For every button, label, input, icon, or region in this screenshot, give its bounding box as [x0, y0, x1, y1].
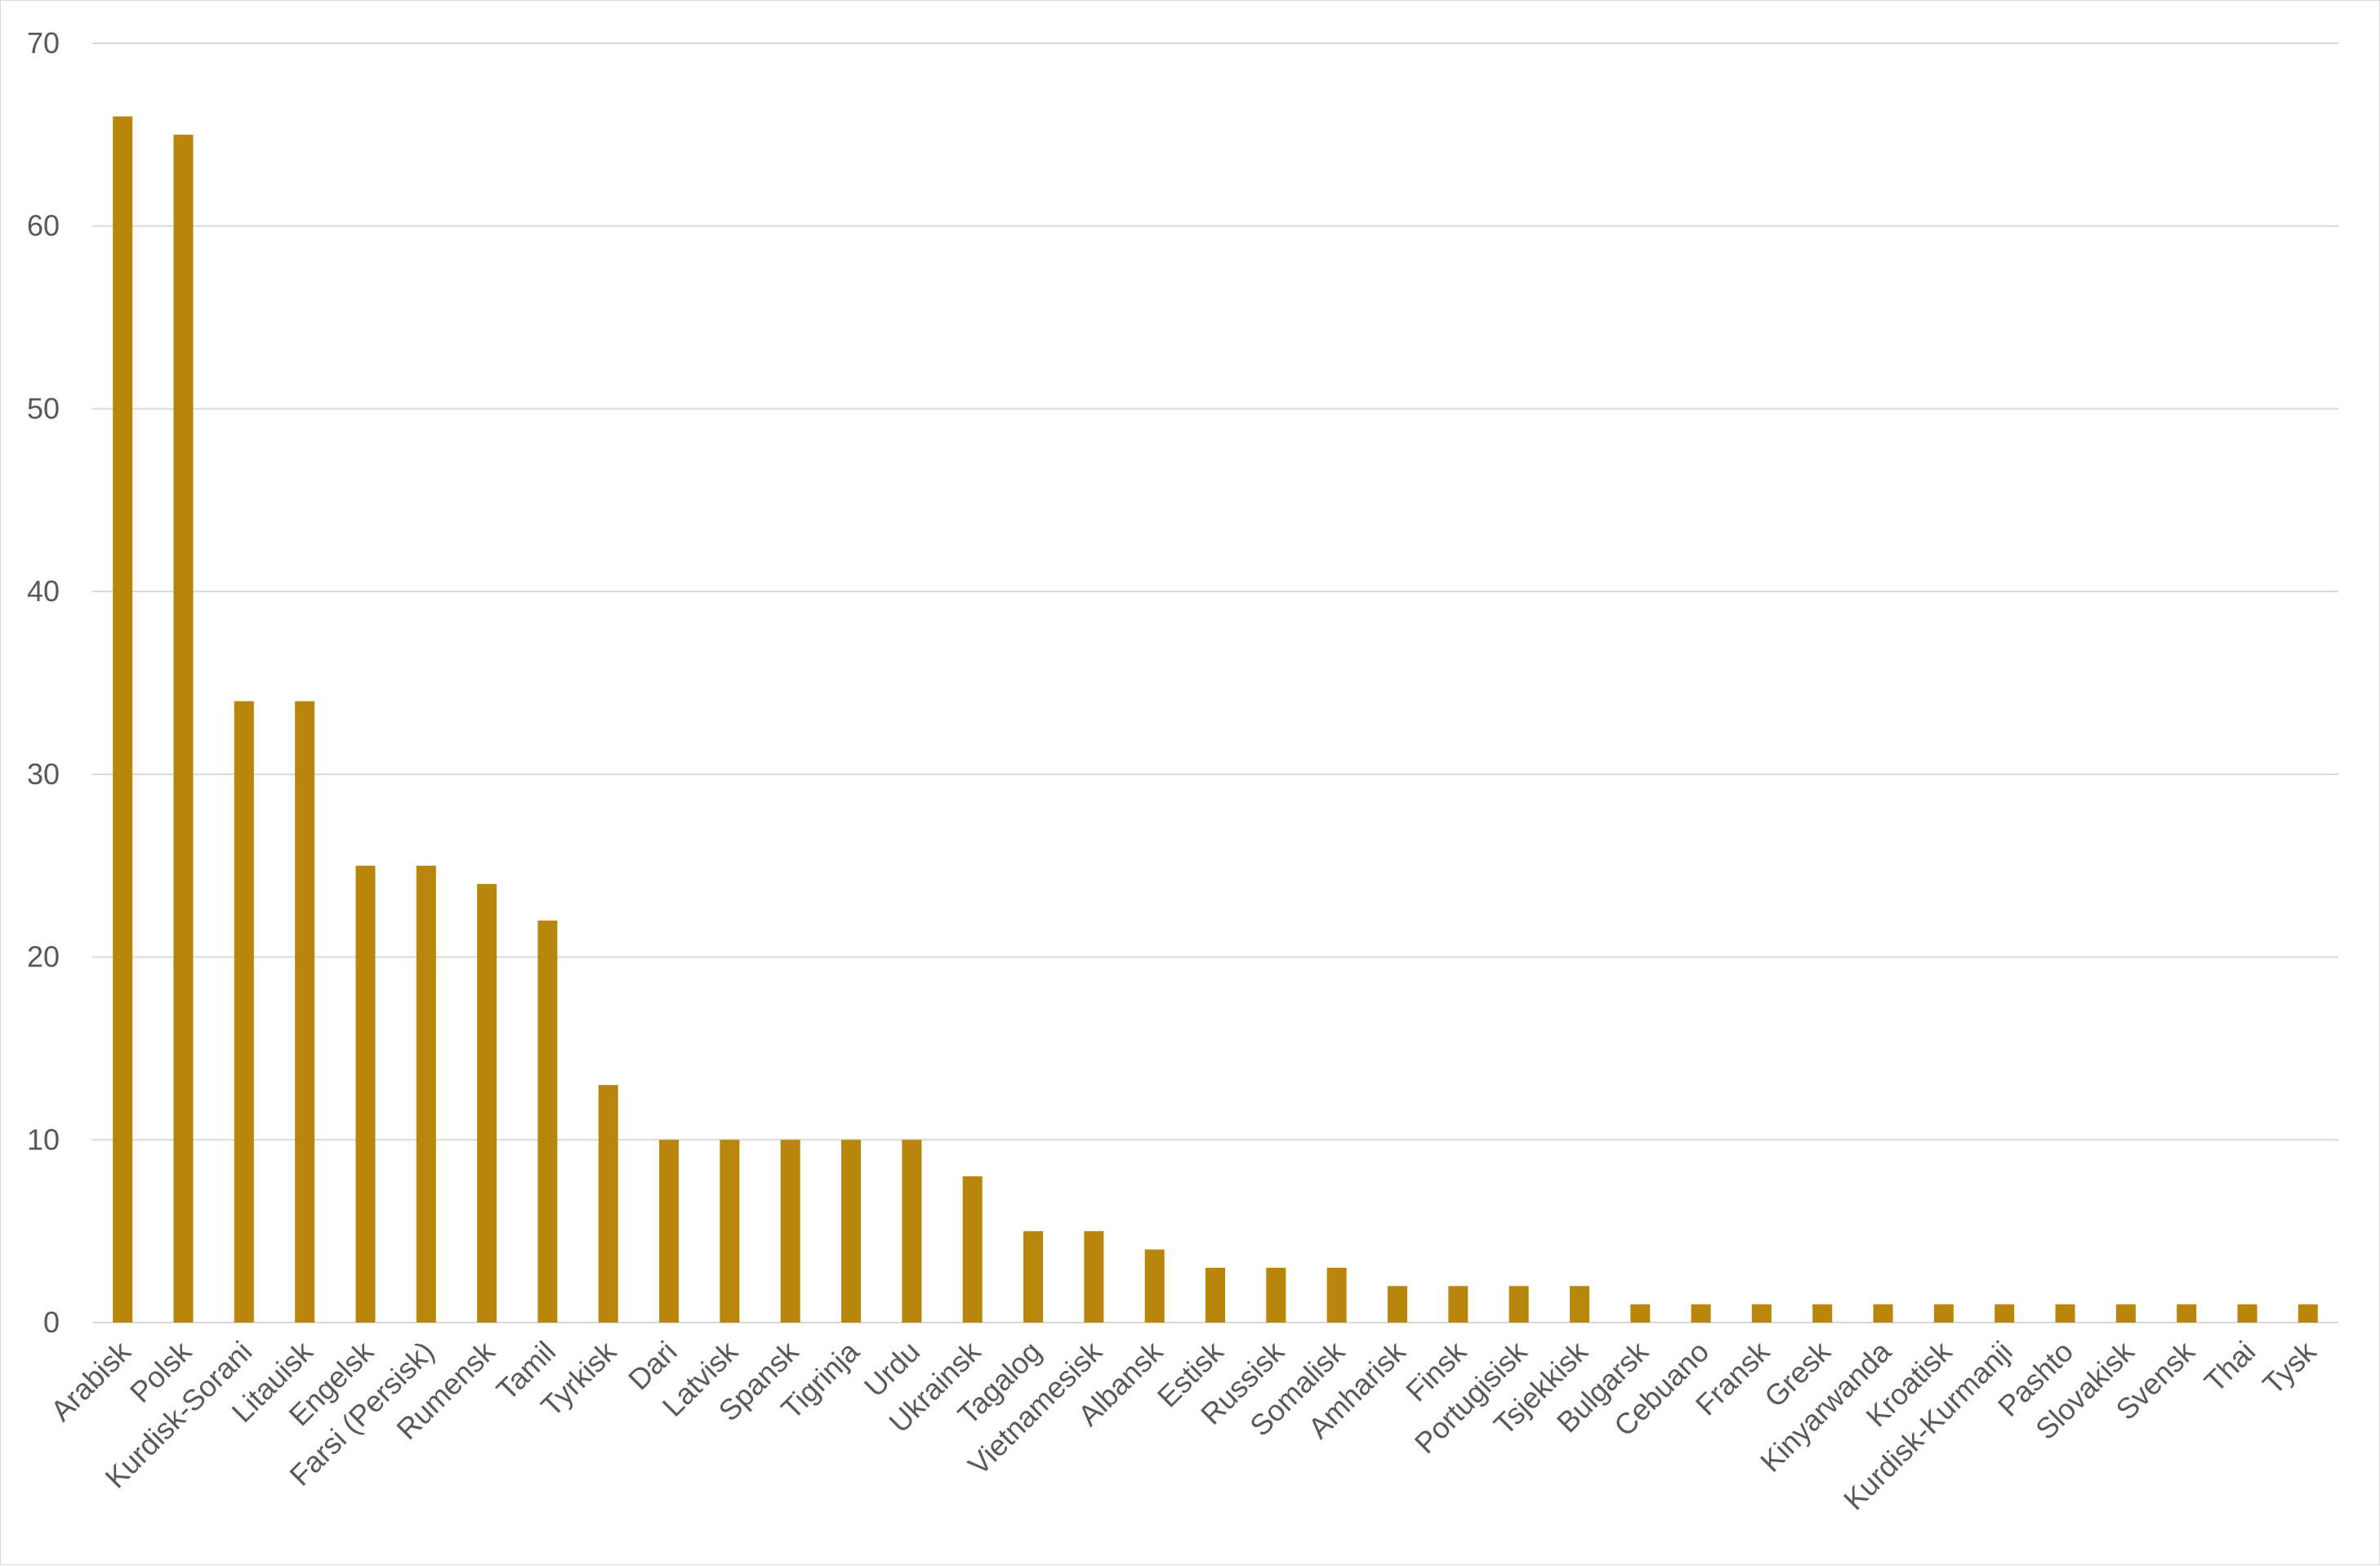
- y-tick-label: 0: [43, 1305, 60, 1339]
- bar-tamil: [537, 920, 558, 1323]
- bar-tigrinja: [841, 1140, 862, 1323]
- bar-tsjekkisk: [1569, 1286, 1589, 1323]
- bar-tagalog: [1023, 1231, 1044, 1323]
- bar-vietnamesisk: [1084, 1231, 1104, 1323]
- y-tick-label: 70: [27, 26, 60, 60]
- bar-kroatisk: [1933, 1304, 1954, 1323]
- bar-svensk: [2177, 1304, 2197, 1323]
- bar-russisk: [1266, 1267, 1286, 1323]
- y-tick-label: 40: [27, 574, 60, 608]
- bar-slovakisk: [2115, 1304, 2136, 1323]
- y-axis-tick-labels: 0 10 20 30 40 50 60 70: [27, 26, 60, 1339]
- bar-farsi-persisk-: [416, 865, 436, 1323]
- x-category-label: Thai: [2198, 1335, 2262, 1399]
- bar-fransk: [1751, 1304, 1772, 1323]
- bar-latvisk: [720, 1140, 740, 1323]
- bar-kinyarwanda: [1873, 1304, 1893, 1323]
- bar-albansk: [1144, 1249, 1165, 1323]
- x-category-label: Tysk: [2256, 1334, 2323, 1401]
- bar-litauisk: [295, 701, 315, 1323]
- bar-somalisk: [1326, 1267, 1347, 1323]
- x-category-label: Arabisk: [44, 1334, 138, 1428]
- y-tick-label: 10: [27, 1122, 60, 1156]
- bar-cebuano: [1691, 1304, 1711, 1323]
- y-tick-label: 50: [27, 391, 60, 425]
- bar-gresk: [1812, 1304, 1833, 1323]
- bar-tysk: [2298, 1304, 2318, 1323]
- x-axis-category-labels: ArabiskPolskKurdisk-SoraniLitauiskEngels…: [44, 1334, 2323, 1517]
- bar-tyrkisk: [598, 1085, 618, 1323]
- bar-dari: [659, 1140, 680, 1323]
- y-tick-label: 60: [27, 209, 60, 243]
- bar-pashto: [2055, 1304, 2075, 1323]
- bar-portugisisk: [1509, 1286, 1529, 1323]
- bar-ukrainsk: [962, 1176, 983, 1323]
- bar-estisk: [1206, 1267, 1225, 1323]
- bar-kurdisk-kurmanji: [1994, 1304, 2015, 1323]
- bar-engelsk: [355, 865, 376, 1323]
- y-tick-label: 20: [27, 940, 60, 974]
- bar-spansk: [780, 1140, 800, 1323]
- bar-kurdisk-sorani: [234, 701, 254, 1323]
- bar-polsk: [173, 134, 194, 1323]
- bar-arabisk: [113, 116, 133, 1323]
- bars: [113, 116, 2318, 1323]
- bar-bulgarsk: [1630, 1304, 1651, 1323]
- bar-rumensk: [477, 884, 497, 1323]
- bar-finsk: [1448, 1286, 1469, 1323]
- bar-thai: [2237, 1304, 2257, 1323]
- y-tick-label: 30: [27, 757, 60, 791]
- bar-urdu: [902, 1140, 922, 1323]
- bar-amharisk: [1387, 1286, 1407, 1323]
